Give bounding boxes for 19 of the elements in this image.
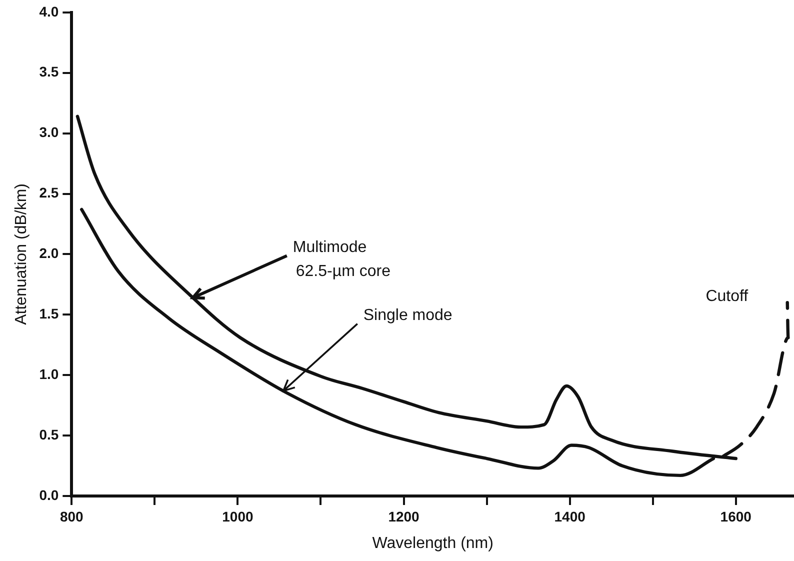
y-tick-label: 0.0 <box>39 486 59 503</box>
x-axis-title: Wavelength (nm) <box>372 534 494 552</box>
annotation: Cutoff <box>706 288 749 306</box>
y-tick-label: 1.5 <box>39 306 59 322</box>
x-tick-label: 800 <box>60 508 84 524</box>
y-tick-label: 4.0 <box>39 3 59 20</box>
y-axis-title: Attenuation (dB/km) <box>13 183 30 325</box>
annotation: Single mode <box>363 307 452 324</box>
y-tick-label: 0.5 <box>39 426 59 442</box>
y-tick-label: 3.5 <box>39 64 59 80</box>
y-tick-label: 1.0 <box>39 366 59 382</box>
annotation: Multimode 62.5-µm core <box>292 239 391 280</box>
x-tick-label: 1200 <box>388 508 420 524</box>
x-tick-label: 1400 <box>554 508 586 524</box>
x-tick-label: 1000 <box>222 508 254 524</box>
x-tick-label: 1600 <box>720 508 752 524</box>
y-tick-label: 3.0 <box>39 124 59 140</box>
y-tick-label: 2.0 <box>39 245 59 262</box>
y-tick-label: 2.5 <box>39 184 59 201</box>
